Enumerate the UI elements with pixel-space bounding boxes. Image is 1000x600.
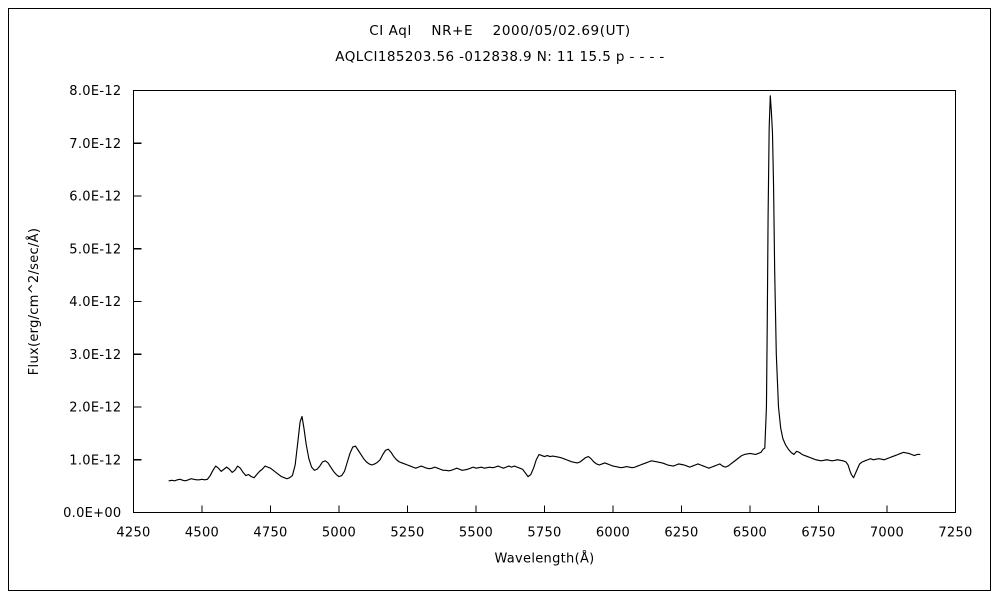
x-tick-label: 6250 [664,526,698,541]
y-axis-ticks: 0.0E+00 1.0E-12 2.0E-12 3.0E-12 4.0E-12 5.0E-… [63,84,142,521]
y-tick-label: 2.0E-12 [69,401,121,416]
x-tick-label: 4500 [185,526,219,541]
x-tick-label: 6000 [596,526,630,541]
y-tick-label: 6.0E-12 [69,190,121,205]
y-tick-label: 5.0E-12 [69,242,121,257]
x-tick-label: 7250 [938,526,972,541]
axis-titles: Wavelength(Å) Flux(erg/cm^2/sec/Å) [26,228,594,567]
plot-border [132,89,957,514]
plot-frame [132,89,957,514]
x-axis-ticks: 4250 4500 4750 5000 5250 5500 5750 6000 6250 6500… [116,505,972,541]
x-tick-label: 5250 [390,526,424,541]
y-tick-label: 7.0E-12 [69,137,121,152]
spectrum-series [168,95,921,482]
y-tick-label: 8.0E-12 [69,84,121,99]
x-tick-label: 6500 [733,526,767,541]
x-tick-label: 7000 [870,526,904,541]
window-border [8,8,991,591]
x-tick-label: 4250 [116,526,150,541]
y-tick-label: 1.0E-12 [69,453,121,468]
x-tick-label: 5000 [322,526,356,541]
y-tick-label: 4.0E-12 [69,295,121,310]
x-tick-label: 4750 [253,526,287,541]
y-axis-title: Flux(erg/cm^2/sec/Å) [26,228,42,375]
x-axis-title: Wavelength(Å) [494,551,594,567]
spectrum-line [168,95,921,482]
y-tick-label: 3.0E-12 [69,348,121,363]
x-tick-label: 5500 [459,526,493,541]
x-tick-label: 6750 [801,526,835,541]
x-tick-label: 5750 [527,526,561,541]
y-tick-label: 0.0E+00 [63,506,121,521]
